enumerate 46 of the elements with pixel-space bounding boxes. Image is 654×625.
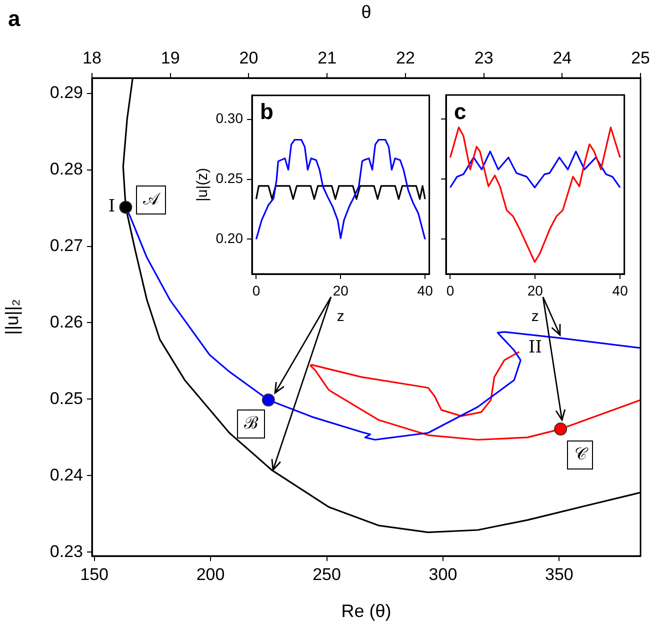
- x2-tick-label: 22: [396, 48, 415, 68]
- annotation: 𝒞: [567, 440, 594, 470]
- y-tick-label: 0.20: [216, 230, 244, 246]
- y-tick-label: 0.23: [50, 542, 83, 561]
- annotation: I: [108, 196, 116, 217]
- x-tick-label: 250: [312, 564, 341, 584]
- point: [554, 422, 568, 436]
- annotation: ℬ: [236, 409, 265, 438]
- x-tick-label: 40: [417, 282, 434, 298]
- y-tick-label: 0.26: [50, 312, 83, 332]
- annotation: II: [528, 337, 542, 358]
- x-tick-label: 0: [446, 282, 454, 298]
- x2-tick-label: 20: [239, 48, 258, 68]
- y-tick-label: 0.25: [50, 388, 83, 408]
- text: a: [8, 6, 20, 31]
- x-axis-title: z: [531, 308, 539, 326]
- x2-tick-label: 23: [474, 48, 494, 68]
- x2-tick-label: 24: [552, 48, 572, 68]
- x-tick-label: 20: [527, 282, 544, 298]
- x2-tick-label: 18: [82, 48, 102, 68]
- y-axis-title: ||u||₂: [2, 299, 22, 335]
- x-tick-label: 300: [428, 564, 458, 584]
- annotation: b: [260, 99, 274, 124]
- annotation: c: [454, 99, 466, 124]
- y-axis-title: |u|(z): [194, 168, 212, 202]
- y-tick-label: 0.25: [216, 170, 244, 186]
- point: [262, 393, 275, 406]
- x-tick-label: 350: [545, 564, 574, 584]
- x-tick-label: 40: [612, 282, 628, 298]
- y-tick-label: 0.24: [50, 465, 83, 484]
- x2-tick-label: 19: [160, 48, 180, 68]
- annotation: 𝒜: [136, 185, 166, 214]
- x2-axis-title: θ: [361, 2, 372, 22]
- point: [119, 200, 132, 214]
- x-tick-label: 150: [80, 564, 109, 584]
- x2-tick-label: 21: [318, 48, 337, 68]
- y-tick-label: 0.29: [50, 82, 83, 102]
- x2-tick-label: 25: [631, 48, 650, 68]
- x-tick-label: 200: [196, 564, 225, 584]
- y-tick-label: 0.27: [50, 236, 83, 255]
- y-tick-label: 0.30: [216, 110, 244, 126]
- x-axis-title: z: [336, 308, 344, 326]
- x-tick-label: 0: [252, 282, 260, 298]
- x-tick-label: 20: [332, 282, 349, 298]
- y-tick-label: 0.28: [50, 159, 83, 178]
- x-axis-title: Re (θ): [341, 601, 392, 622]
